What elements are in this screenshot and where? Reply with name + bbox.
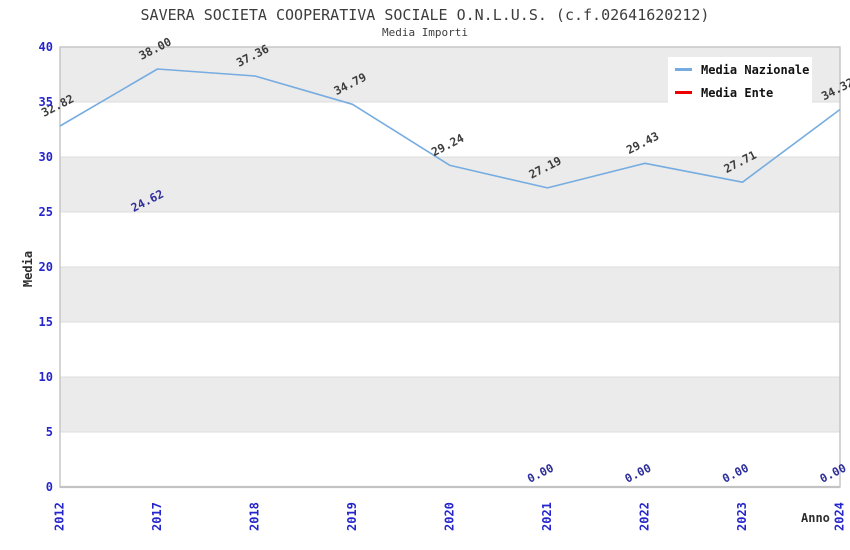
legend-item-media-ente: Media Ente — [668, 85, 812, 101]
data-label: 29.24 — [429, 131, 466, 159]
data-label: 0.00 — [525, 461, 556, 486]
y-tick-label: 35 — [39, 95, 53, 109]
series-line-media-nazionale — [59, 68, 841, 189]
legend-line-swatch-nazionale — [675, 68, 692, 71]
y-axis-title: Media — [21, 250, 35, 288]
y-tick-label: 15 — [39, 315, 53, 329]
y-tick-label: 40 — [39, 40, 53, 54]
plot-band — [60, 267, 840, 322]
x-tick-label: 2022 — [638, 502, 652, 531]
y-tick-label: 10 — [39, 370, 53, 384]
y-tick-label: 20 — [39, 260, 53, 274]
x-tick-label: 2019 — [345, 502, 359, 531]
data-label: 0.00 — [720, 461, 751, 486]
y-tick-label: 25 — [39, 205, 53, 219]
legend-label-ente: Media Ente — [701, 85, 774, 100]
x-tick-label: 2017 — [150, 502, 164, 531]
data-label: 0.00 — [817, 461, 848, 486]
legend: Media Nazionale Media Ente — [668, 57, 812, 105]
plot-band — [60, 377, 840, 432]
data-label: 29.43 — [624, 129, 661, 157]
y-tick-label: 0 — [46, 480, 53, 494]
y-tick-label: 5 — [46, 425, 53, 439]
chart-title: SAVERA SOCIETA COOPERATIVA SOCIALE O.N.L… — [140, 6, 710, 24]
x-tick-label: 2020 — [443, 502, 457, 531]
legend-label-nazionale: Media Nazionale — [701, 62, 810, 77]
data-label: 0.00 — [622, 461, 653, 486]
x-axis-title: Anno — [801, 511, 830, 525]
x-tick-label: 2018 — [248, 502, 262, 531]
legend-item-media-nazionale: Media Nazionale — [668, 62, 812, 78]
chart-subtitle: Media Importi — [381, 26, 469, 39]
legend-line-swatch-ente — [675, 91, 692, 94]
x-tick-label: 2021 — [540, 502, 554, 531]
x-tick-label: 2024 — [833, 502, 847, 531]
x-tick-label: 2012 — [53, 502, 67, 531]
y-tick-label: 30 — [39, 150, 53, 164]
x-tick-label: 2023 — [735, 502, 749, 531]
